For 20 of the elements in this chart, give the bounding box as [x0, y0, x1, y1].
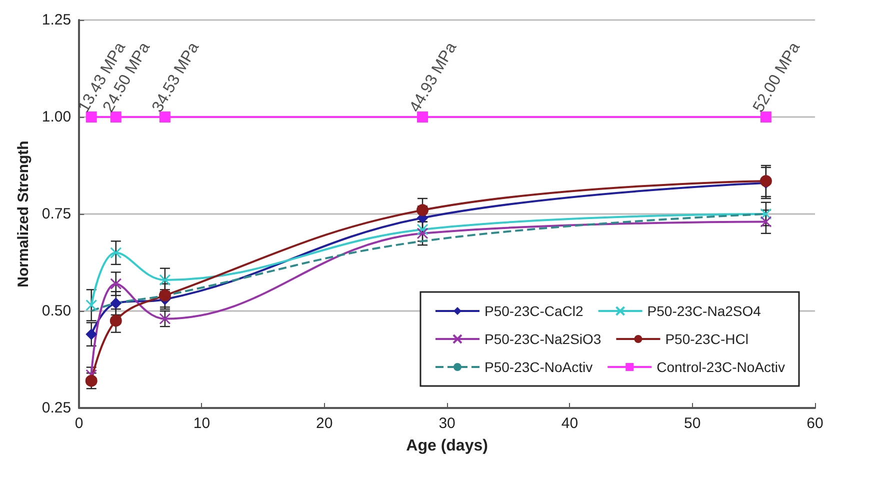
legend-label: P50-23C-Na2SO4	[647, 303, 762, 319]
legend-label: P50-23C-NoActiv	[484, 359, 593, 375]
legend-label: P50-23C-CaCl2	[484, 303, 584, 319]
x-tick-label: 50	[684, 415, 701, 432]
legend-label: Control-23C-NoActiv	[656, 359, 786, 375]
y-tick-label: 0.75	[42, 206, 72, 222]
legend-label: P50-23C-Na2SiO3	[484, 331, 602, 347]
y-axis-title: Normalized Strength	[15, 140, 32, 288]
y-tick-label: 0.50	[42, 302, 72, 320]
x-tick-label: 30	[438, 415, 456, 432]
x-tick-label: 60	[806, 415, 824, 432]
x-tick-label: 10	[193, 415, 210, 432]
x-axis-title: Age (days)	[406, 438, 488, 454]
y-tick-label: 1.25	[42, 12, 72, 28]
y-tick-label: 1.00	[42, 108, 72, 126]
y-tick-label: 0.25	[42, 400, 72, 416]
legend-label: P50-23C-HCl	[665, 331, 748, 347]
x-tick-label: 40	[561, 415, 578, 432]
x-tick-label: 0	[74, 415, 84, 432]
x-tick-label: 20	[316, 415, 333, 432]
